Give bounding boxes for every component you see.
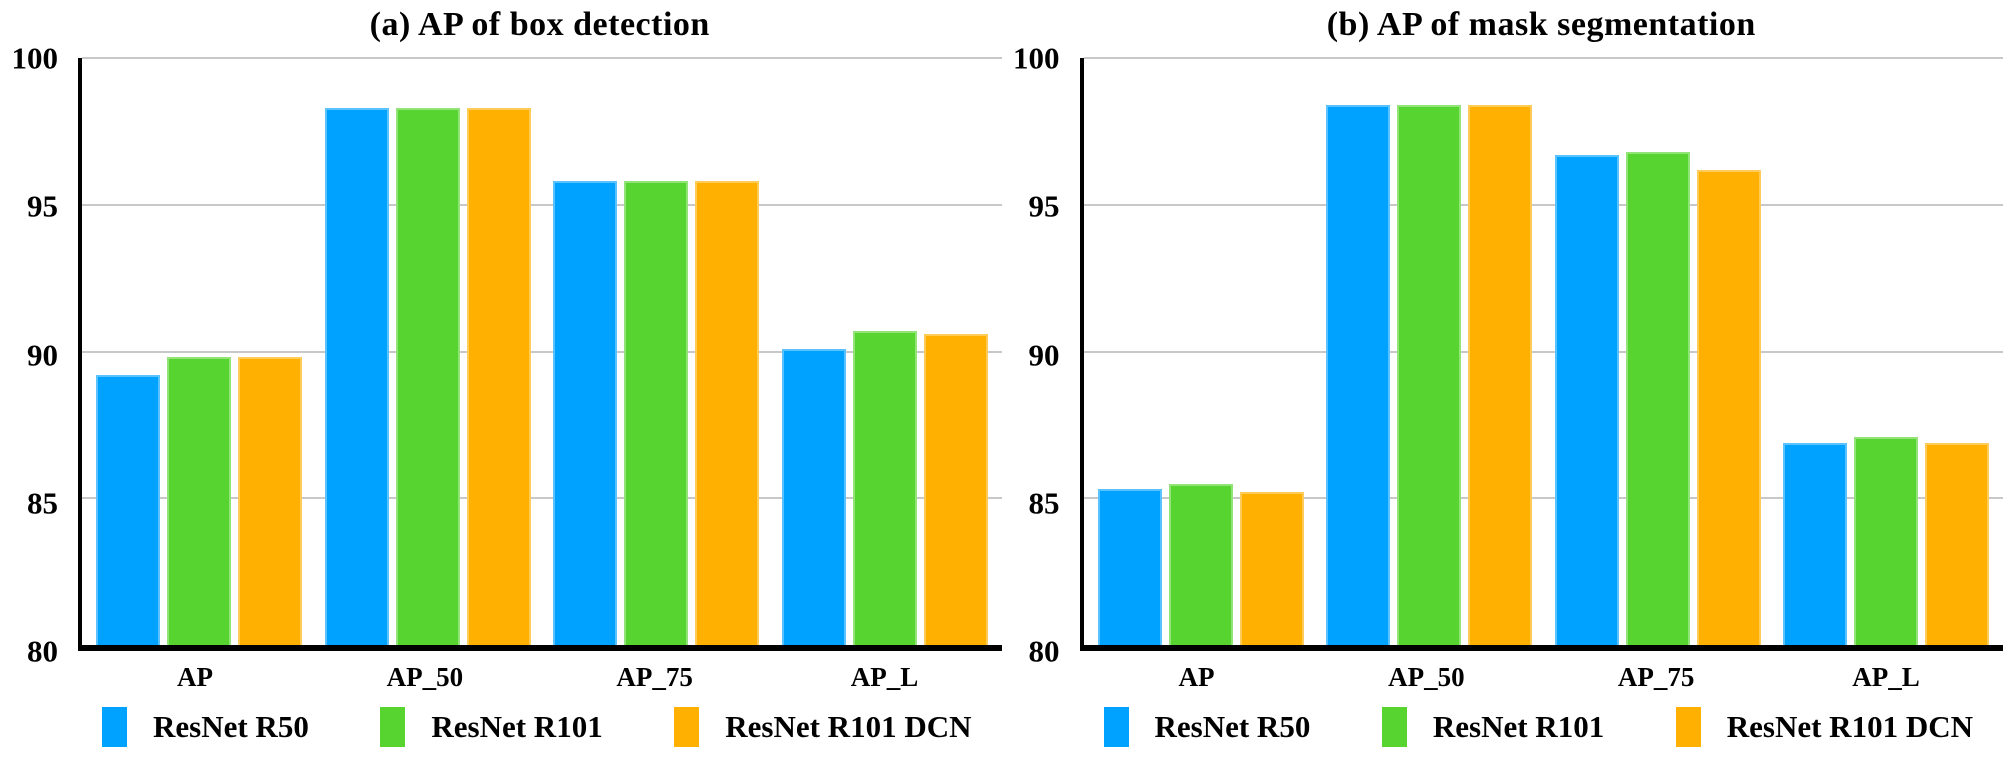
bar-group-ap-l [781,58,988,645]
bar-resnet-r50-ap-50 [1326,104,1390,645]
plot-area [78,57,1002,651]
bar-resnet-r101-dcn-ap-50 [1468,104,1532,645]
legend-item-resnet-r50: ResNet R50 [1103,707,1311,747]
bar-resnet-r101-dcn-ap-50 [466,107,531,645]
bar-resnet-r50-ap-75 [1554,154,1619,645]
bar-resnet-r101-ap [167,357,231,645]
y-axis: 80 85 90 95 100 [0,43,78,667]
bar-resnet-r50-ap-l [1783,442,1847,645]
bar-resnet-r101-dcn-ap-l [923,333,988,645]
gridline-100 [82,57,1002,59]
y-tick-label-85: 85 [1028,485,1060,521]
bar-resnet-r101-dcn-ap [238,357,302,645]
y-tick-label-90: 90 [27,337,58,372]
legend-item-resnet-r101: ResNet R101 [380,707,603,747]
bar-group-ap-l [1783,58,1989,645]
legend-item-resnet-r101-dcn: ResNet R101 DCN [674,707,971,747]
bars-layer [1084,58,2003,645]
gridline-100 [1083,57,2003,59]
bar-resnet-r101-dcn-ap-75 [1696,169,1761,645]
legend-color-swatch-resnet-r101-dcn [674,707,700,747]
y-tick-label-100: 100 [1013,40,1060,76]
chart-title: (b) AP of mask segmentation [1326,6,1756,43]
gridline-95 [1083,203,2003,206]
y-tick-label-80: 80 [1028,633,1060,669]
legend-item-resnet-r101-dcn: ResNet R101 DCN [1675,707,1973,747]
legend-label: ResNet R101 [1432,709,1605,744]
legend: ResNet R50 ResNet R101 ResNet R101 DCN [78,703,1002,757]
x-axis: AP AP_50 AP_75 AP_L [1080,651,2003,703]
bar-resnet-r101-ap-50 [395,107,460,645]
bar-group-ap [96,58,302,645]
legend-color-swatch-resnet-r101 [380,707,406,747]
bar-group-ap-75 [553,58,759,645]
legend-label: ResNet R101 DCN [1726,709,1973,744]
bar-resnet-r50-ap-50 [324,107,389,645]
bar-resnet-r101-ap-50 [1397,104,1461,645]
bar-group-ap-75 [1554,58,1761,645]
gridline-90 [1083,350,2003,353]
bar-group-ap-50 [324,58,531,645]
bar-resnet-r101-dcn-ap-l [1925,442,1989,645]
x-label-ap: AP [177,661,213,692]
x-label-ap-75: AP_75 [616,661,693,692]
x-label-ap-50: AP_50 [1388,661,1465,692]
legend-label: ResNet R50 [153,709,309,744]
bar-resnet-r101-dcn-ap [1239,492,1304,645]
gridline-85 [82,497,1002,500]
y-tick-label-95: 95 [1028,188,1060,224]
x-label-ap-l: AP_L [850,661,919,692]
legend-label: ResNet R101 [431,709,603,744]
legend-label: ResNet R101 DCN [725,709,972,744]
legend-label: ResNet R50 [1154,709,1311,744]
legend-color-swatch-resnet-r101 [1381,707,1407,747]
legend-item-resnet-r101: ResNet R101 [1381,707,1605,747]
chart-area: 80 85 90 95 100 [1002,43,2003,667]
bar-resnet-r101-ap-75 [1625,151,1690,645]
chart-panel-box-detection: (a) AP of box detection 80 85 90 95 100 AP AP… [0,6,1002,757]
chart-title: (a) AP of box detection [369,6,710,43]
bar-resnet-r101-dcn-ap-75 [695,181,759,645]
chart-area: 80 85 90 95 100 [0,43,1002,667]
y-tick-label-100: 100 [11,40,59,76]
bar-resnet-r101-ap-l [852,330,917,645]
x-label-ap-l: AP_L [1852,661,1920,692]
chart-panel-mask-segmentation: (b) AP of mask segmentation 80 85 90 95 100 … [1002,0,2003,757]
y-tick-label-90: 90 [1028,337,1060,372]
x-label-ap-50: AP_50 [386,661,464,692]
bar-group-ap-50 [1326,58,1532,645]
legend-item-resnet-r50: ResNet R50 [102,707,309,747]
bars-layer [82,58,1002,645]
bar-resnet-r50-ap-75 [553,181,617,645]
legend-color-swatch-resnet-r50 [1103,707,1129,747]
bar-resnet-r50-ap [96,374,160,645]
bar-resnet-r50-ap [1097,489,1162,645]
bar-resnet-r101-ap [1168,483,1233,645]
gridline-95 [82,203,1002,206]
bar-resnet-r50-ap-l [781,348,846,645]
legend-color-swatch-resnet-r101-dcn [1675,707,1701,747]
x-axis: AP AP_50 AP_75 AP_L [78,651,1002,703]
y-tick-label-95: 95 [27,188,58,224]
y-tick-label-80: 80 [27,633,58,669]
legend: ResNet R50 ResNet R101 ResNet R101 DCN [1080,703,2003,757]
y-tick-label-85: 85 [27,485,58,521]
x-label-ap: AP [1178,661,1215,692]
bar-resnet-r101-ap-75 [624,181,688,645]
x-label-ap-75: AP_75 [1617,661,1695,692]
y-axis: 80 85 90 95 100 [1002,43,1080,667]
legend-color-swatch-resnet-r50 [102,707,127,747]
bar-resnet-r101-ap-l [1854,436,1918,645]
gridline-85 [1083,497,2003,500]
bar-group-ap [1097,58,1304,645]
plot-area [1079,57,2003,651]
gridline-90 [82,350,1002,353]
